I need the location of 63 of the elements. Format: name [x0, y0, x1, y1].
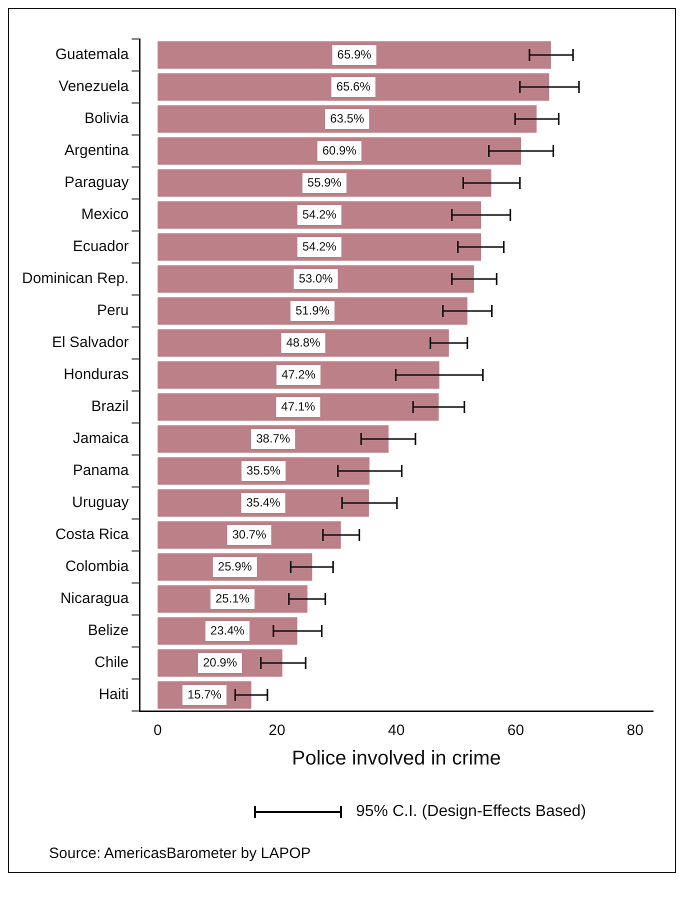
y-tick-label: Mexico — [81, 206, 129, 224]
data-label: 15.7% — [187, 687, 222, 702]
data-label: 65.9% — [337, 47, 372, 62]
bar — [158, 361, 440, 389]
data-label: 55.9% — [307, 175, 342, 190]
y-tick-label: Guatemala — [55, 46, 130, 64]
y-tick-label: Nicaragua — [60, 590, 130, 608]
x-tick-label: 60 — [507, 722, 524, 740]
bar — [158, 73, 550, 101]
bar — [158, 329, 449, 357]
data-label: 47.2% — [281, 367, 316, 382]
bar — [158, 265, 474, 293]
y-tick-label: Colombia — [65, 558, 130, 576]
bar — [158, 425, 389, 453]
y-tick-label: Costa Rica — [55, 526, 130, 544]
y-tick-label: El Salvador — [52, 334, 129, 352]
bar — [158, 169, 492, 197]
y-tick-label: Belize — [88, 622, 129, 640]
y-tick-label: Panama — [72, 462, 130, 480]
y-tick-label: Jamaica — [72, 430, 130, 448]
y-tick-label: Venezuela — [58, 78, 130, 96]
x-tick-label: 80 — [626, 722, 644, 740]
bar — [158, 105, 537, 133]
source-note: Source: AmericasBarometer by LAPOP — [49, 845, 312, 862]
bar — [158, 233, 482, 261]
data-label: 48.8% — [286, 335, 321, 350]
data-label: 35.5% — [246, 463, 281, 478]
x-axis-title: Police involved in crime — [292, 748, 501, 770]
y-tick-label: Argentina — [64, 142, 130, 160]
data-label: 54.2% — [302, 207, 337, 222]
bar — [158, 297, 468, 325]
data-label: 25.1% — [216, 591, 250, 606]
data-label: 30.7% — [232, 527, 267, 542]
y-tick-label: Peru — [97, 302, 129, 320]
data-label: 20.9% — [202, 655, 238, 670]
data-label: 53.0% — [298, 271, 334, 286]
y-tick-label: Dominican Rep. — [22, 270, 129, 288]
data-label: 65.6% — [336, 79, 371, 94]
data-label: 23.4% — [210, 623, 245, 638]
data-label: 38.7% — [256, 431, 290, 446]
y-tick-label: Bolivia — [84, 110, 130, 128]
data-label: 60.9% — [322, 143, 357, 158]
data-label: 47.1% — [281, 399, 316, 414]
x-tick-label: 20 — [268, 722, 286, 740]
y-tick-label: Honduras — [64, 366, 129, 384]
y-tick-label: Haiti — [98, 686, 129, 704]
bar — [158, 393, 439, 421]
y-tick-label: Uruguay — [72, 494, 130, 512]
y-tick-label: Ecuador — [72, 238, 129, 256]
bar — [158, 201, 482, 229]
y-tick-label: Brazil — [91, 398, 129, 416]
data-label: 35.4% — [246, 495, 281, 510]
bar — [158, 41, 551, 69]
y-tick-label: Paraguay — [64, 174, 130, 192]
bar — [158, 137, 522, 165]
y-tick-label: Chile — [94, 654, 129, 672]
x-tick-label: 40 — [388, 722, 405, 740]
text: 95% C.I. (Design-Effects Based) — [356, 803, 586, 821]
data-label: 51.9% — [295, 303, 330, 318]
x-tick-label: 0 — [153, 722, 162, 740]
data-label: 54.2% — [302, 239, 337, 254]
data-label: 25.9% — [218, 559, 252, 574]
data-label: 63.5% — [330, 111, 364, 126]
